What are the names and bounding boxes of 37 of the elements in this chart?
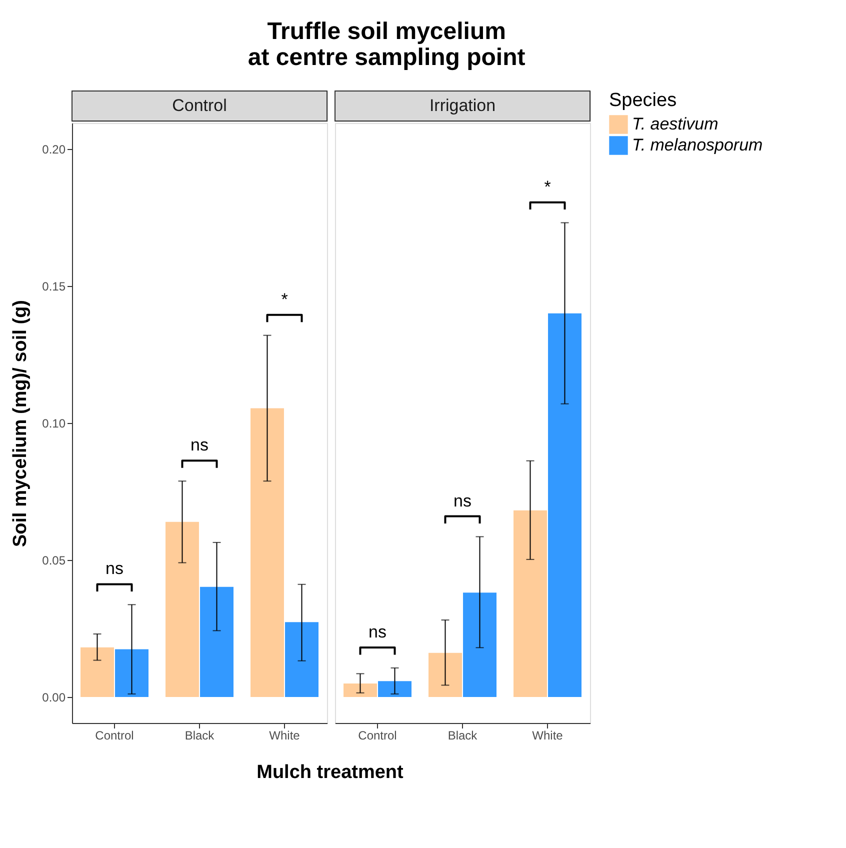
- x-tick-label: White: [269, 728, 300, 742]
- y-axis-title: Soil mycelium (mg)/ soil (g): [10, 300, 32, 548]
- x-tick-label: Black: [448, 728, 478, 742]
- bar: [80, 647, 114, 697]
- bar: [428, 652, 462, 697]
- x-tick-label: Control: [95, 728, 134, 742]
- chart-subtitle: Irrigation: [429, 96, 496, 115]
- x-axis-title: Mulch treatment: [256, 762, 404, 783]
- legend-label: T. aestivum: [632, 114, 718, 134]
- bar: [250, 408, 284, 697]
- annotation: ns: [106, 559, 124, 578]
- y-tick-label: 0.05: [42, 553, 66, 568]
- y-tick-label: 0.20: [42, 142, 66, 157]
- bar: [285, 622, 318, 697]
- bar: [344, 684, 377, 697]
- annotation: *: [544, 177, 552, 196]
- legend-title: Species: [609, 90, 677, 111]
- chart-subtitle: Control: [172, 96, 227, 115]
- x-tick-label: White: [532, 728, 564, 742]
- bar: [115, 649, 148, 697]
- annotation: ns: [454, 491, 472, 510]
- bar: [548, 313, 582, 697]
- legend-label: T. melanosporum: [632, 136, 763, 154]
- annotation: ns: [190, 436, 208, 455]
- bar: [463, 592, 496, 697]
- bar: [166, 522, 199, 697]
- y-tick-label: 0.15: [42, 280, 66, 294]
- bar: [514, 510, 547, 697]
- bar: [200, 586, 234, 697]
- y-tick-label: 0.10: [42, 416, 66, 430]
- annotation: *: [281, 290, 288, 309]
- x-tick-label: Control: [358, 728, 397, 742]
- x-tick-label: Black: [184, 728, 216, 742]
- text: Truffle soil mycelium at centre sampling point: [248, 18, 526, 71]
- y-tick-label: 0.00: [42, 690, 66, 704]
- annotation: ns: [368, 622, 386, 642]
- bar: [378, 681, 412, 697]
